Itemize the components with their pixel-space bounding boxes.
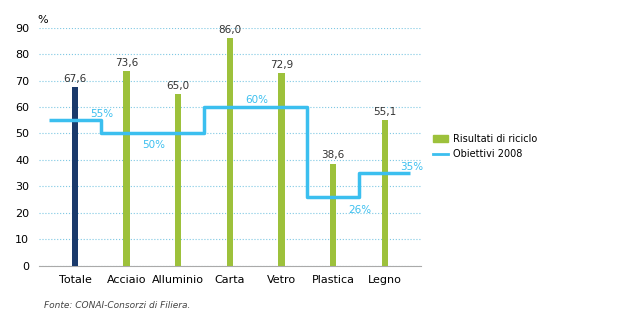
Text: 38,6: 38,6	[322, 151, 345, 161]
Bar	[279, 73, 285, 266]
Bar	[382, 120, 388, 266]
Text: 72,9: 72,9	[270, 60, 293, 70]
Text: 65,0: 65,0	[166, 81, 190, 91]
Bar	[175, 94, 181, 266]
Bar	[123, 71, 130, 266]
Text: Fonte: CONAI-Consorzi di Filiera.: Fonte: CONAI-Consorzi di Filiera.	[44, 301, 191, 310]
Bar	[330, 164, 336, 266]
Bar	[72, 87, 78, 266]
Text: 67,6: 67,6	[63, 74, 87, 84]
Text: 86,0: 86,0	[218, 25, 241, 35]
Text: 60%: 60%	[246, 95, 268, 105]
Text: 50%: 50%	[142, 141, 165, 150]
Text: %: %	[38, 15, 49, 25]
Bar	[227, 38, 233, 266]
Text: 35%: 35%	[400, 162, 423, 172]
Text: 26%: 26%	[349, 205, 372, 215]
Text: 55,1: 55,1	[373, 107, 396, 117]
Text: 55%: 55%	[91, 109, 113, 119]
Text: 73,6: 73,6	[115, 58, 138, 68]
Legend: Risultati di riciclo, Obiettivi 2008: Risultati di riciclo, Obiettivi 2008	[429, 131, 541, 163]
